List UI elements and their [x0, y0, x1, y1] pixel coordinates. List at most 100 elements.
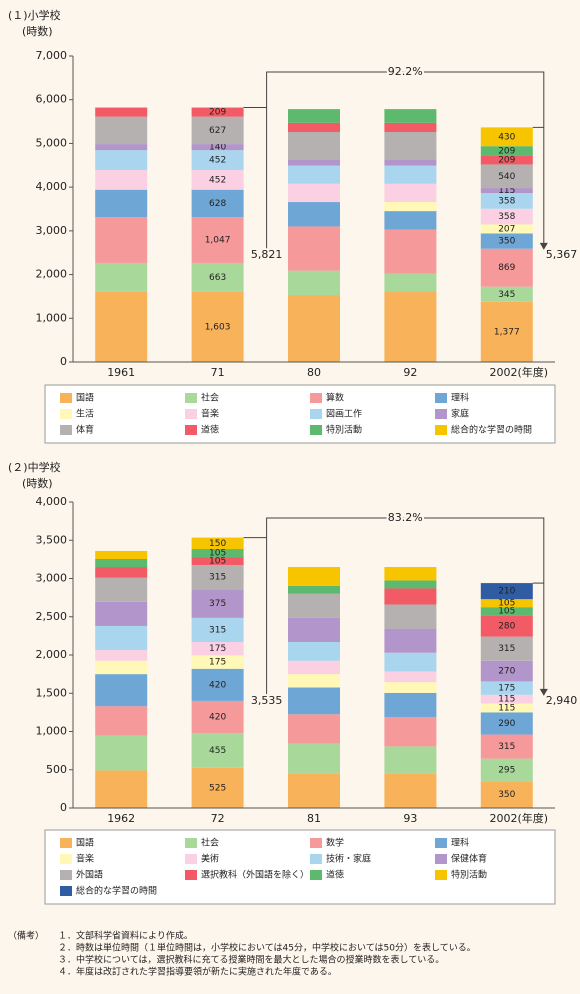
y-tick-label: 4,000	[36, 180, 68, 193]
legend-swatch	[185, 838, 197, 848]
bar-segment	[288, 585, 340, 594]
bar-segment	[288, 743, 340, 774]
data-label: 140	[209, 143, 226, 153]
y-tick-label: 2,000	[36, 268, 68, 281]
data-label: 628	[209, 199, 226, 209]
legend-swatch	[310, 409, 322, 419]
legend-label: 特別活動	[451, 869, 487, 881]
bar-segment	[191, 549, 244, 558]
bar-segment	[384, 229, 437, 274]
bar-segment	[95, 550, 148, 559]
legend-swatch	[185, 409, 197, 419]
legend-label: 特別活動	[326, 424, 362, 436]
legend-label: 外国語	[76, 869, 103, 881]
bar-segment	[288, 773, 340, 808]
bar-segment	[384, 604, 437, 629]
y-tick-label: 0	[60, 355, 67, 368]
bar-segment	[288, 674, 340, 688]
bar-segment	[191, 169, 244, 190]
data-label: 430	[498, 132, 515, 142]
data-label: 150	[209, 539, 226, 549]
bar-segment	[191, 565, 244, 590]
bar-segment	[384, 567, 437, 581]
legend-swatch	[435, 854, 447, 864]
legend-swatch	[435, 409, 447, 419]
bar-segment	[384, 692, 437, 717]
legend-label: 社会	[201, 392, 219, 404]
data-label: 525	[209, 783, 226, 793]
bar-segment	[95, 291, 148, 362]
bar-segment	[480, 301, 533, 362]
bar-segment	[191, 189, 244, 218]
legend-box	[44, 384, 556, 444]
legend-label: 道徳	[326, 869, 344, 881]
legend-swatch	[60, 870, 72, 880]
bar-segment	[384, 652, 437, 672]
y-tick-label: 3,500	[36, 533, 68, 546]
bar-segment	[95, 262, 148, 292]
data-label: 455	[209, 746, 226, 756]
data-label: 115	[498, 703, 515, 713]
bar-segment	[384, 580, 437, 589]
bar-segment	[480, 233, 533, 249]
data-label: 105	[209, 557, 226, 567]
legend-swatch	[310, 393, 322, 403]
legend-label: 技術・家庭	[326, 853, 371, 865]
bar-segment	[384, 122, 437, 132]
change-bracket	[266, 71, 545, 255]
data-label: 207	[498, 224, 515, 234]
notes-label: （備考）	[8, 930, 44, 942]
bar-segment	[288, 567, 340, 586]
bar-segment	[288, 617, 340, 642]
legend-swatch	[435, 393, 447, 403]
bar-segment	[288, 270, 340, 296]
bar-segment	[95, 567, 148, 578]
bar-segment	[480, 286, 533, 302]
bar-segment	[384, 159, 437, 166]
legend-swatch	[435, 838, 447, 848]
bar-segment	[384, 183, 437, 203]
bar-segment	[384, 131, 437, 160]
data-label: 295	[498, 765, 515, 775]
data-label: 350	[498, 790, 515, 800]
bar-segment	[480, 734, 533, 759]
bar-segment	[288, 165, 340, 184]
legend-label: 図画工作	[326, 408, 362, 420]
legend-swatch	[310, 854, 322, 864]
bar-segment	[480, 660, 533, 682]
bar-segment	[95, 770, 148, 808]
x-tick-label: 92	[403, 366, 417, 379]
legend-label: 選択教科（外国語を除く）	[201, 869, 309, 881]
legend-swatch	[60, 425, 72, 435]
data-label: 270	[498, 667, 515, 677]
data-label: 115	[498, 186, 515, 196]
data-label: 420	[209, 712, 226, 722]
legend-label: 音楽	[76, 853, 94, 865]
data-label: 209	[209, 108, 226, 118]
x-tick-label: 2002(年度)	[490, 811, 549, 825]
bar-segment	[95, 601, 148, 626]
bar-segment	[288, 687, 340, 715]
y-tick-label: 5,000	[36, 136, 68, 149]
bar-segment	[384, 165, 437, 184]
bar-segment	[191, 262, 244, 292]
bar-segment	[191, 641, 244, 656]
y-tick-label: 2,500	[36, 610, 68, 623]
legend-swatch	[185, 870, 197, 880]
legend-swatch	[60, 393, 72, 403]
legend-swatch	[435, 425, 447, 435]
bar-segment	[480, 694, 533, 704]
total-label: 2,940	[546, 694, 578, 707]
bar-segment	[288, 183, 340, 203]
bar-segment	[480, 224, 533, 234]
bar-segment	[191, 217, 244, 263]
data-label: 627	[209, 126, 226, 136]
bar-segment	[480, 155, 533, 165]
bar-segment	[480, 208, 533, 225]
legend-swatch	[60, 838, 72, 848]
total-label: 5,367	[546, 248, 578, 261]
data-label: 420	[209, 680, 226, 690]
bar-segment	[480, 127, 533, 147]
bar-segment	[191, 537, 244, 550]
bar-segment	[480, 615, 533, 637]
